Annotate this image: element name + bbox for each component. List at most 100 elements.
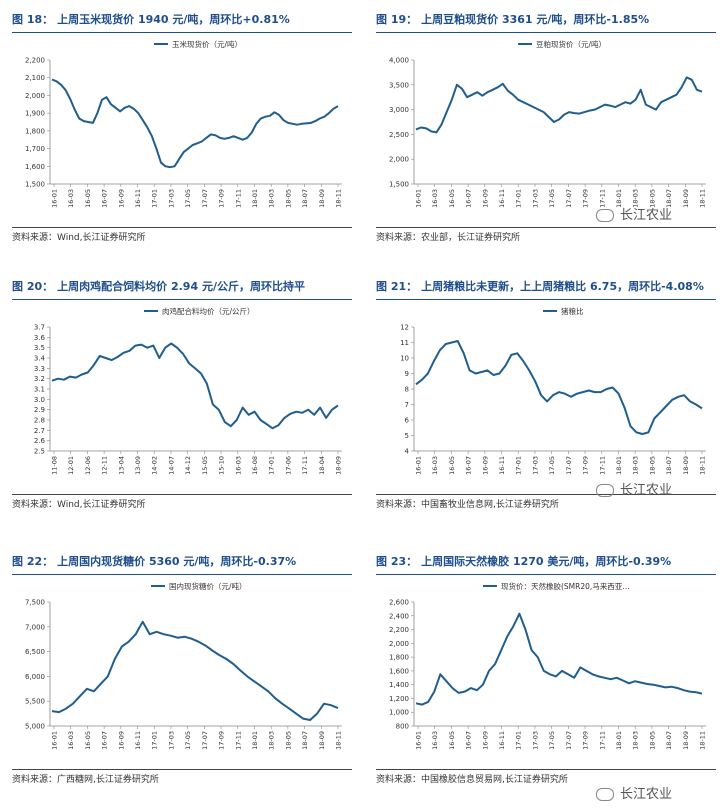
chart-title: 图 18： 上周玉米现货价 1940 元/吨，周环比+0.81%: [12, 10, 352, 30]
x-tick-label: 16-11: [498, 731, 506, 750]
title-rule: [12, 574, 352, 575]
line-chart: 玉米现货价（元/吨） 1,500 1,600 1,700 1,800 1,900 2,000…: [25, 39, 343, 208]
y-tick-label: 1,500: [25, 181, 45, 189]
y-tick-label: 2,200: [25, 57, 45, 65]
y-tick-label: 1,400: [389, 681, 409, 689]
y-tick-label: 3.5: [34, 344, 45, 352]
x-tick-label: 17-05: [548, 731, 556, 750]
legend-label: 猪粮比: [561, 306, 584, 316]
y-tick-label: 5,500: [25, 698, 45, 706]
chart-title: 图 19： 上周豆粕现货价 3361 元/吨，周环比-1.85%: [376, 10, 716, 30]
y-tick-label: 3.2: [34, 375, 45, 383]
x-tick-label: 12-06: [84, 456, 92, 475]
figure-title: 上周猪粮比未更新，上上周猪粮比 6.75，周环比-4.08%: [421, 280, 704, 293]
x-tick-label: 18-07: [665, 456, 673, 475]
x-tick-label: 18-01: [251, 731, 259, 750]
x-tick-label: 18-09: [682, 731, 690, 750]
y-tick-label: 3,000: [389, 106, 409, 114]
y-tick-label: 2,400: [389, 612, 409, 620]
chart-panel-22: 图 22： 上周国内现货糖价 5360 元/吨，周环比-0.37% 国内现货糖价（…: [12, 552, 352, 812]
x-tick-label: 17-07: [201, 189, 209, 208]
figure-title: 上周国际天然橡胶 1270 美元/吨，周环比-0.39%: [421, 555, 672, 568]
x-tick-label: 16-08: [251, 456, 259, 475]
y-tick-label: 1,700: [25, 145, 45, 153]
chart-title: 图 22： 上周国内现货糖价 5360 元/吨，周环比-0.37%: [12, 552, 352, 572]
x-tick-label: 18-07: [301, 731, 309, 750]
y-tick-label: 3.3: [34, 365, 45, 373]
line-chart: 豆粕现货价（元/吨） 1,500 2,000 2,500 3,000 3,500 4,000…: [389, 39, 707, 208]
x-tick-label: 17-01: [515, 456, 523, 475]
legend: 玉米现货价（元/吨）: [154, 39, 242, 49]
x-tick-label: 16-05: [84, 189, 92, 208]
chart-panel-21: 图 21： 上周猪粮比未更新，上上周猪粮比 6.75，周环比-4.08% 猪粮比 4…: [376, 277, 716, 537]
y-tick-label: 9: [405, 370, 409, 378]
x-tick-label: 18-03: [268, 731, 276, 750]
y-tick-label: 2.6: [34, 437, 46, 445]
y-tick-label: 2,000: [25, 92, 45, 100]
y-tick-label: 6,000: [25, 673, 45, 681]
x-tick-label: 16-09: [481, 456, 489, 475]
x-tick-label: 17-03: [167, 731, 175, 750]
x-tick-label: 16-05: [448, 731, 456, 750]
x-tick-label: 16-03: [431, 189, 439, 208]
chart-panel-18: 图 18： 上周玉米现货价 1940 元/吨，周环比+0.81% 玉米现货价（元/…: [12, 10, 352, 270]
source-rule: [376, 227, 716, 228]
x-tick-label: 18-03: [632, 189, 640, 208]
x-tick-label: 18-09: [318, 731, 326, 750]
y-tick-label: 1,200: [389, 695, 409, 703]
x-tick-label: 18-03: [632, 456, 640, 475]
x-tick-label: 14-02: [151, 456, 159, 475]
legend: 现货价：天然橡胶(SMR20,马来西亚…: [483, 581, 630, 591]
x-tick-label: 13-04: [117, 456, 125, 475]
x-tick-label: 15-10: [218, 456, 226, 475]
x-tick-label: 16-07: [465, 189, 473, 208]
y-tick-label: 3.4: [34, 355, 46, 363]
y-tick-label: 2.9: [34, 406, 45, 414]
x-tick-label: 17-03: [531, 456, 539, 475]
x-tick-label: 17-06: [284, 456, 292, 475]
legend-label: 豆粕现货价（元/吨）: [536, 39, 606, 49]
x-tick-label: 18-11: [699, 456, 707, 475]
y-tick-label: 1,800: [389, 654, 409, 662]
wechat-icon: [596, 484, 614, 497]
line-chart: 肉鸡配合料均价（元/公斤） 2.5 2.6 2.7 2.8 2.9 3.0 3.1 3.2 3.3…: [34, 306, 343, 475]
x-tick-label: 16-05: [448, 456, 456, 475]
watermark-text: 长江农业: [620, 787, 673, 802]
x-tick-label: 17-01: [151, 731, 159, 750]
y-tick-label: 12: [400, 324, 409, 332]
source-rule: [376, 494, 716, 495]
figure-number: 图 22：: [12, 555, 54, 568]
y-tick-label: 10: [400, 355, 409, 363]
y-tick-label: 3.6: [34, 334, 46, 342]
x-tick-label: 16-07: [101, 731, 109, 750]
x-tick-label: 16-01: [51, 189, 59, 208]
title-rule: [12, 32, 352, 33]
x-tick-label: 16-05: [84, 731, 92, 750]
x-tick-label: 16-09: [117, 189, 125, 208]
x-tick-label: 17-05: [184, 731, 192, 750]
x-tick-label: 18-01: [615, 189, 623, 208]
x-tick-label: 16-03: [67, 189, 75, 208]
chart-panel-23: 图 23： 上周国际天然橡胶 1270 美元/吨，周环比-0.39% 现货价：天然…: [376, 552, 716, 812]
x-tick-label: 16-03: [431, 456, 439, 475]
x-tick-label: 17-01: [515, 731, 523, 750]
x-tick-label: 17-03: [167, 189, 175, 208]
x-tick-label: 18-05: [648, 731, 656, 750]
source-note: 资料来源：广西糖网,长江证券研究所: [12, 775, 159, 785]
x-tick-label: 16-03: [431, 731, 439, 750]
x-tick-label: 16-03: [234, 456, 242, 475]
x-tick-label: 16-11: [498, 456, 506, 475]
y-tick-label: 3.0: [34, 396, 45, 404]
x-tick-label: 17-11: [234, 189, 242, 208]
series-line: [415, 612, 703, 706]
x-tick-label: 11-08: [51, 456, 59, 475]
x-tick-label: 17-11: [598, 189, 606, 208]
y-tick-label: 2,100: [25, 74, 45, 82]
y-tick-label: 2,200: [389, 626, 409, 634]
x-tick-label: 18-05: [284, 189, 292, 208]
x-tick-label: 16-11: [134, 189, 142, 208]
y-tick-label: 1,800: [25, 127, 45, 135]
source-note: 资料来源：Wind,长江证券研究所: [12, 233, 146, 243]
series-line: [415, 76, 703, 134]
chart-title: 图 20： 上周肉鸡配合饲料均价 2.94 元/公斤，周环比持平: [12, 277, 352, 297]
